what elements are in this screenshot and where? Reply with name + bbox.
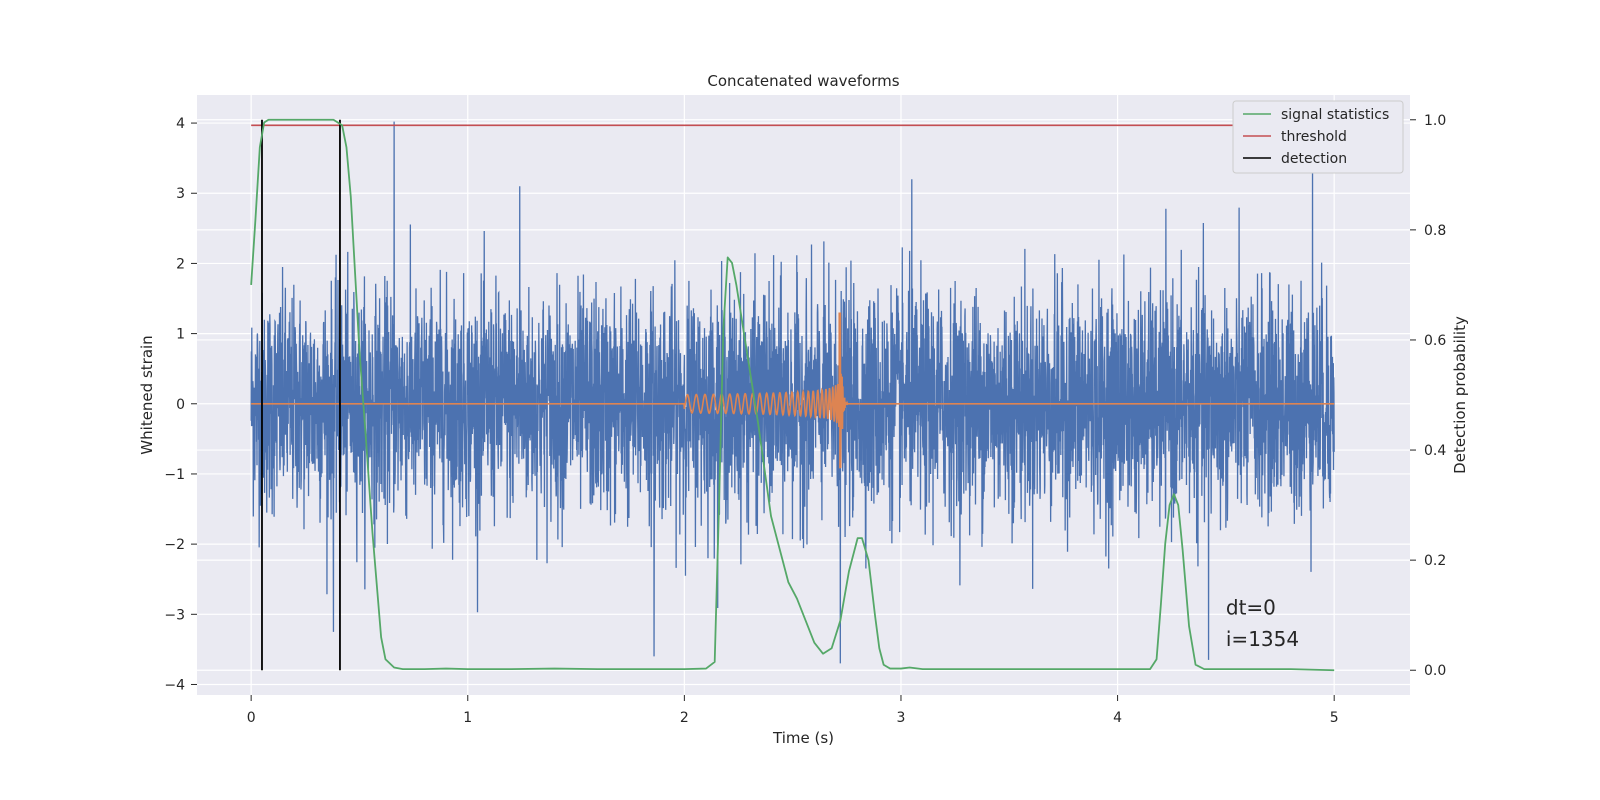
chirp-series [251,312,1335,469]
y-left-tick-label: −1 [164,467,185,483]
x-tick-label: 0 [247,710,256,726]
y-left-tick-label: 0 [176,397,185,413]
signal-statistics-line [250,118,1335,672]
annotation-index: i=1354 [1226,627,1299,651]
legend-box [1232,100,1404,174]
y-right-tick-label: 0.0 [1424,663,1446,679]
chirp-line [251,312,1335,469]
legend: signal statistics threshold detection [1232,100,1404,174]
ticks: 0 1 2 3 4 5 −4 −3 −2 −1 0 1 2 3 4 0.0 0.2 0.4 0.6 0.8 1.0 [164,113,1446,726]
chart-title: Concatenated waveforms [707,72,899,90]
x-tick-label: 2 [680,710,689,726]
legend-entry-detection: detection [1281,151,1347,167]
y-right-tick-label: 1.0 [1424,113,1446,129]
y-axis-right-label: Detection probability [1451,316,1469,474]
signal-statistics-series [250,118,1335,672]
y-left-tick-label: −3 [164,607,185,623]
y-left-tick-label: −4 [164,677,185,693]
x-tick-label: 3 [897,710,906,726]
x-tick-label: 1 [463,710,472,726]
y-axis-left-label: Whitened strain [138,335,156,454]
y-right-tick-label: 0.8 [1424,223,1446,239]
legend-entry-signal-statistics: signal statistics [1281,107,1389,123]
y-left-tick-label: −2 [164,537,185,553]
annotation-dt: dt=0 [1226,595,1276,619]
annotations: dt=0 i=1354 [1226,595,1299,651]
x-tick-label: 5 [1330,710,1339,726]
legend-entry-threshold: threshold [1281,129,1347,145]
x-axis-label: Time (s) [772,729,834,747]
y-left-tick-label: 2 [176,256,185,272]
y-left-tick-label: 4 [176,116,185,132]
y-right-tick-label: 0.6 [1424,333,1446,349]
detection-series [261,119,341,671]
x-tick-label: 4 [1113,710,1122,726]
y-right-tick-label: 0.2 [1424,553,1446,569]
y-right-tick-label: 0.4 [1424,443,1446,459]
y-left-tick-label: 1 [176,327,185,343]
y-left-tick-label: 3 [176,186,185,202]
